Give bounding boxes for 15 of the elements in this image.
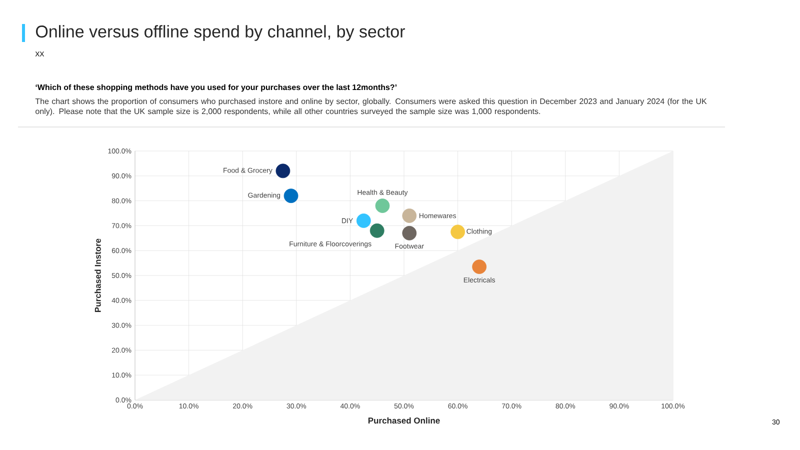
chart-title: Online versus offline spend by channel, by sector <box>36 25 405 41</box>
point <box>450 224 466 240</box>
point <box>472 260 487 274</box>
text: The chart shows the proportion of consumers who purchased instore and online by sector, globally. Consumers were asked this question in December 2023 and January 2024 (for the UK only). Please note that the UK sample size is 2,000 respondents, while all other countries surveyed the sample size was 1,000 respondents. <box>35 98 707 116</box>
point <box>375 198 390 213</box>
x-axis-title: Purchased Online <box>368 417 440 424</box>
point <box>276 164 290 178</box>
y-axis-title: Purchased Instore <box>94 238 101 312</box>
point <box>356 214 371 228</box>
point <box>402 226 417 240</box>
point <box>370 223 384 238</box>
point <box>284 188 298 204</box>
text: ‘Which of these shopping methods have you used for your purchases over the last 12months?’ <box>36 84 396 92</box>
point <box>402 208 417 223</box>
text: xx <box>35 52 44 56</box>
